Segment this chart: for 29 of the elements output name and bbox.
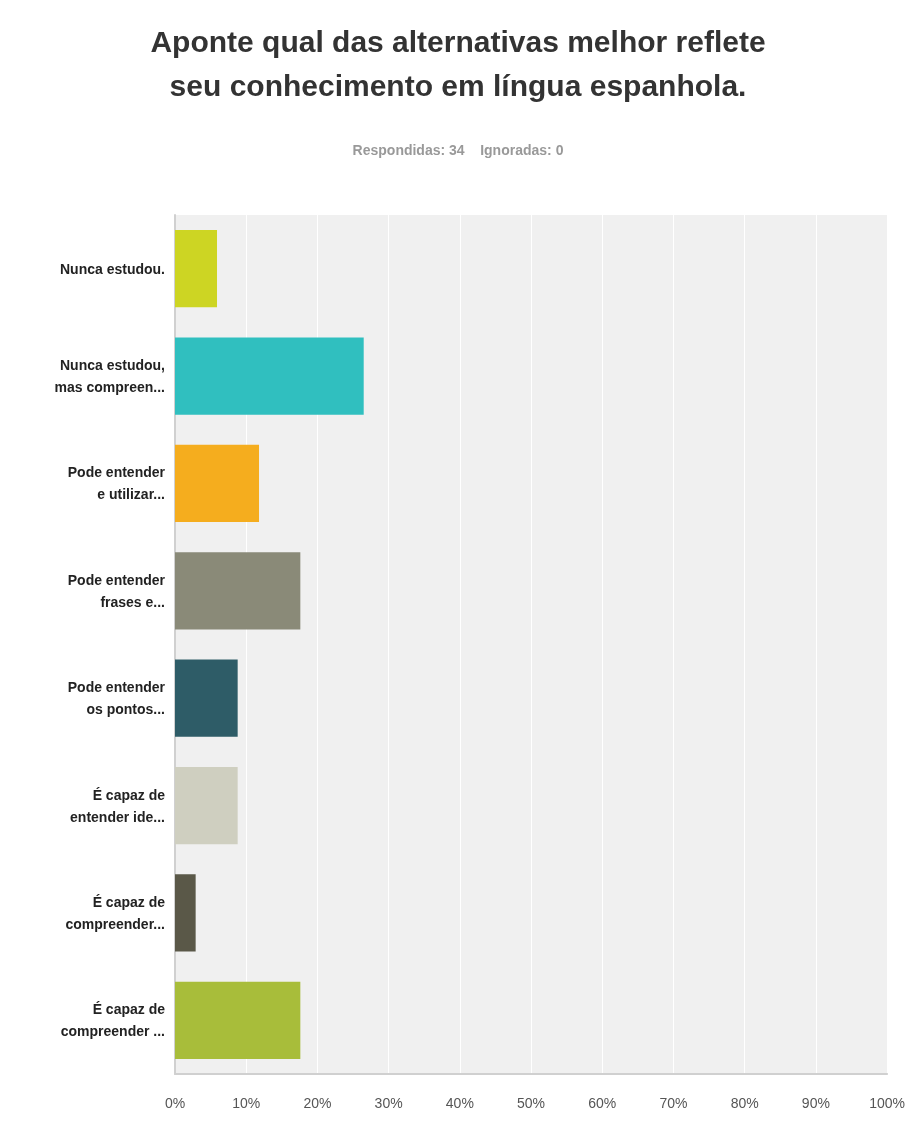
- y-tick-label: Pode entender frases e...: [67, 571, 166, 610]
- y-tick-label: É capaz de entender ide...: [70, 786, 166, 825]
- bar: [175, 981, 301, 1059]
- x-tick-label: 10%: [232, 1095, 261, 1111]
- bar: [175, 659, 238, 737]
- x-tick-label: 80%: [730, 1095, 759, 1111]
- x-tick-label: 90%: [801, 1095, 830, 1111]
- y-tick-label: É capaz de compreender...: [65, 893, 166, 932]
- bar: [175, 230, 218, 308]
- chart-title: Aponte qual das alternativas melhor reflete seu conhecimento em língua espanhola.: [150, 24, 766, 102]
- bar: [175, 766, 238, 845]
- chart-subtitle: Respondidas: 34 Ignoradas: 0: [352, 142, 564, 158]
- x-tick-label: 60%: [588, 1095, 617, 1111]
- y-tick-label: Nunca estudou.: [59, 260, 165, 277]
- x-tick-label: 30%: [374, 1095, 403, 1111]
- x-tick-label: 20%: [303, 1095, 332, 1111]
- y-tick-label: Pode entender e utilizar...: [67, 464, 166, 503]
- x-tick-label: 40%: [445, 1095, 474, 1111]
- y-tick-label: Nunca estudou, mas compreen...: [54, 357, 165, 396]
- y-tick-label: Pode entender os pontos...: [67, 679, 166, 718]
- bar: [175, 444, 260, 523]
- x-tick-label: 100%: [869, 1095, 905, 1111]
- y-tick-label: É capaz de compreender ...: [60, 1001, 166, 1040]
- x-tick-label: 70%: [659, 1095, 688, 1111]
- bar: [175, 337, 364, 415]
- bar: [175, 552, 301, 630]
- bar: [175, 874, 196, 952]
- x-tick-label: 0%: [164, 1095, 186, 1111]
- x-tick-label: 50%: [517, 1095, 546, 1111]
